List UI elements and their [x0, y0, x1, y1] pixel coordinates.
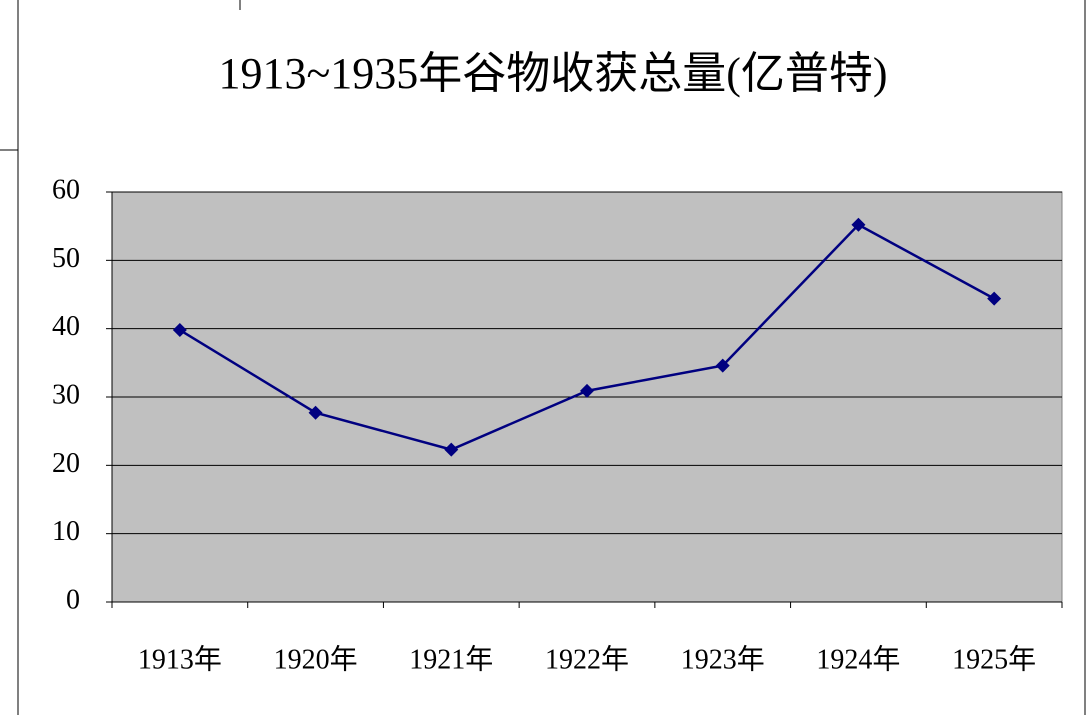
x-tick-label: 1921年 — [409, 643, 493, 675]
y-tick-label: 50 — [52, 243, 80, 274]
x-tick-label: 1920年 — [274, 643, 358, 675]
x-tick-label: 1922年 — [545, 643, 629, 675]
x-tick-label: 1923年 — [681, 643, 765, 675]
data-point — [715, 358, 730, 373]
data-point — [580, 383, 594, 398]
y-tick-label: 30 — [52, 379, 80, 410]
data-point — [444, 442, 459, 457]
x-tick-label: 1925年 — [952, 643, 1036, 675]
data-point — [172, 323, 187, 338]
y-tick-label: 10 — [52, 516, 80, 547]
data-point — [308, 405, 323, 420]
data-point — [851, 217, 866, 232]
x-tick-label: 1924年 — [816, 643, 900, 675]
chart-title: 1913~1935年谷物收获总量(亿普特) — [218, 49, 887, 98]
data-point — [987, 291, 1002, 306]
y-tick-label: 20 — [52, 448, 80, 479]
x-tick-label: 1913年 — [138, 643, 222, 675]
y-tick-label: 40 — [52, 311, 80, 342]
y-tick-label: 0 — [66, 584, 80, 615]
y-tick-label: 60 — [52, 174, 80, 205]
